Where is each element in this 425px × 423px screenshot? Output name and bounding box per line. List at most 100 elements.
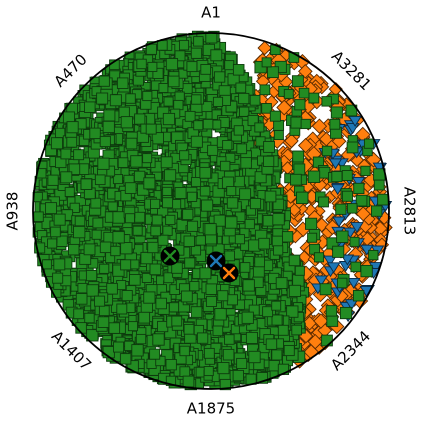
square-data-point	[171, 315, 183, 327]
square-data-point	[201, 101, 213, 113]
square-data-point	[174, 187, 187, 199]
square-data-point	[244, 218, 255, 230]
square-data-point	[371, 205, 383, 217]
square-data-point	[224, 334, 235, 345]
square-data-point	[69, 202, 80, 213]
square-data-point	[256, 372, 269, 384]
square-data-point	[222, 348, 235, 361]
square-data-point	[214, 308, 227, 321]
square-data-point	[248, 304, 260, 316]
square-data-point	[138, 311, 151, 324]
square-data-point	[118, 106, 130, 118]
square-data-point	[90, 197, 102, 209]
triangle-down-data-point	[346, 277, 361, 289]
square-data-point	[249, 94, 261, 106]
square-data-point	[42, 259, 53, 270]
square-data-point	[120, 242, 133, 255]
square-data-point	[112, 231, 125, 244]
square-data-point	[107, 201, 118, 212]
square-data-point	[263, 141, 275, 153]
square-data-point	[50, 226, 61, 238]
square-data-point	[132, 225, 143, 236]
square-data-point	[245, 331, 258, 344]
square-data-point	[34, 242, 46, 254]
square-data-point	[363, 138, 375, 149]
square-data-point	[47, 238, 58, 249]
square-data-point	[77, 282, 88, 294]
square-data-point	[355, 194, 368, 207]
square-data-point	[117, 157, 129, 168]
square-data-point	[136, 58, 147, 70]
square-data-point	[162, 186, 173, 197]
square-data-point	[291, 75, 304, 88]
square-data-point	[112, 211, 125, 224]
square-data-point	[239, 106, 250, 117]
square-data-point	[347, 203, 358, 214]
square-data-point	[189, 281, 200, 292]
square-data-point	[226, 197, 239, 209]
triangle-down-data-point	[332, 216, 346, 228]
square-data-point	[126, 360, 139, 373]
square-data-point	[321, 145, 333, 157]
square-data-point	[92, 217, 104, 229]
diamond-data-point	[298, 64, 313, 79]
diamond-data-point	[257, 40, 273, 56]
square-data-point	[150, 198, 161, 209]
square-data-point	[205, 295, 217, 307]
square-data-point	[120, 259, 132, 271]
square-data-point	[294, 99, 306, 111]
square-data-point	[127, 321, 138, 332]
square-data-point	[248, 239, 261, 252]
square-data-point	[232, 64, 245, 76]
square-data-point	[249, 198, 262, 210]
square-data-point	[300, 118, 311, 130]
square-data-point	[271, 300, 282, 311]
square-data-point	[135, 333, 147, 345]
square-data-point	[163, 96, 174, 107]
square-data-point	[205, 283, 218, 295]
square-data-point	[232, 369, 244, 382]
square-data-point	[183, 323, 195, 335]
square-data-point	[224, 250, 235, 262]
square-data-point	[262, 215, 275, 227]
square-data-point	[149, 263, 162, 276]
square-data-point	[190, 306, 203, 318]
square-data-point	[103, 109, 116, 122]
square-data-point	[335, 203, 347, 215]
square-data-point	[241, 311, 254, 324]
square-data-point	[321, 96, 332, 107]
square-data-point	[283, 88, 294, 99]
square-data-point	[200, 64, 212, 75]
square-data-point	[66, 121, 79, 134]
square-data-point	[326, 315, 339, 327]
square-data-point	[83, 243, 96, 256]
square-data-point	[151, 132, 164, 145]
square-data-point	[116, 303, 128, 315]
square-data-point	[184, 110, 196, 122]
square-data-point	[225, 216, 238, 229]
square-data-point	[86, 329, 99, 342]
square-data-point	[121, 290, 133, 302]
square-data-point	[239, 188, 252, 201]
diamond-data-point	[276, 99, 293, 116]
square-data-point	[73, 149, 85, 161]
square-data-point	[53, 258, 66, 271]
square-data-point	[147, 241, 159, 254]
square-data-point	[33, 211, 44, 222]
square-data-point	[254, 171, 267, 184]
square-data-point	[129, 259, 140, 270]
square-data-point	[53, 213, 66, 226]
square-data-point	[259, 84, 271, 96]
square-data-point	[341, 190, 353, 202]
square-data-point	[99, 135, 111, 148]
square-data-point	[134, 211, 146, 223]
square-data-point	[267, 66, 279, 79]
square-data-point	[171, 262, 183, 274]
triangle-down-data-point	[351, 176, 366, 188]
square-data-point	[341, 170, 353, 181]
square-data-point	[286, 305, 299, 318]
square-data-point	[152, 67, 164, 79]
square-data-point	[182, 208, 194, 221]
square-data-point	[226, 294, 238, 306]
square-data-point	[345, 104, 358, 117]
